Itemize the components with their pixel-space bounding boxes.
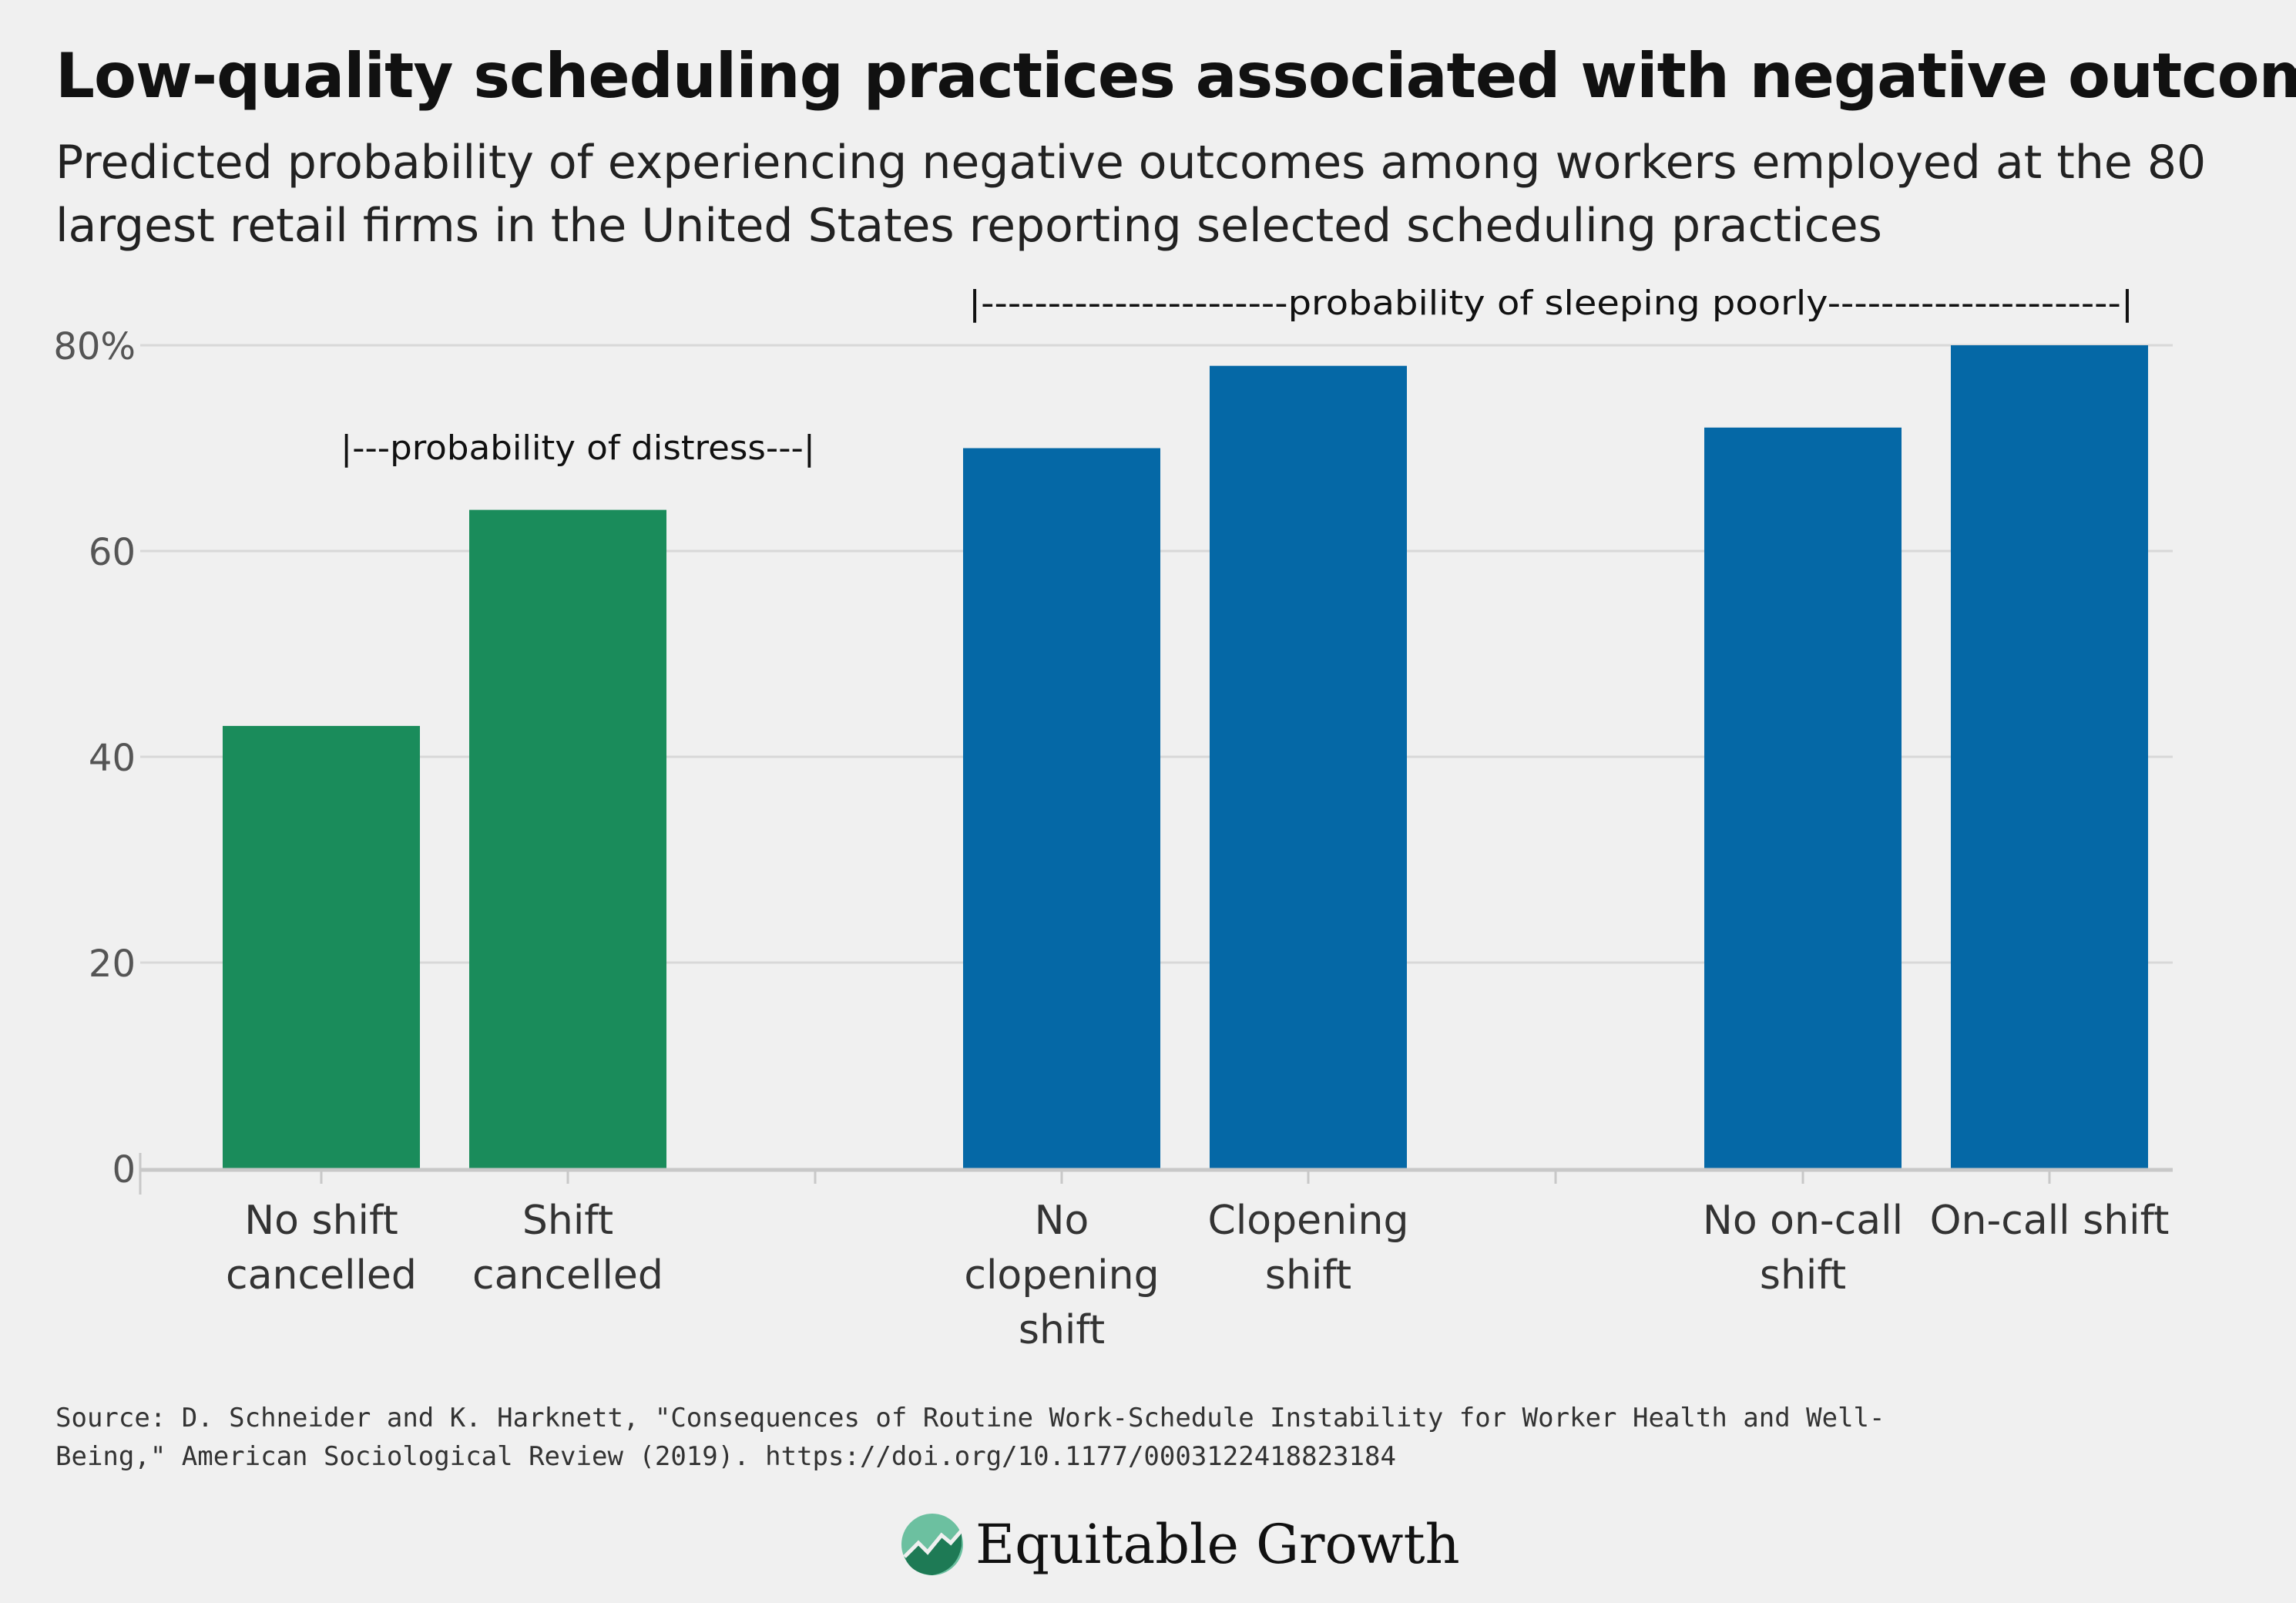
bar	[1210, 365, 1407, 1169]
bar	[963, 448, 1160, 1168]
x-tick-label: cancelled	[472, 1252, 663, 1299]
x-tick-label: No on-call	[1703, 1198, 1903, 1244]
bar	[1704, 427, 1902, 1168]
x-tick-label: Clopening	[1208, 1198, 1409, 1244]
bar-chart: 0 20 40 60 80% No shift cancelled Shift cancelle…	[53, 284, 2173, 1353]
y-tick-label: 20	[89, 943, 136, 986]
x-tick-label: No shift	[244, 1198, 398, 1244]
y-tick-label: 40	[89, 737, 136, 780]
x-tick-label: Shift	[522, 1198, 613, 1244]
bracket-annotation: |-----------------------probability of s…	[968, 284, 2133, 323]
x-tick-label: No	[1035, 1198, 1089, 1244]
bar	[223, 725, 420, 1168]
bar	[1951, 345, 2148, 1168]
brand-logo: Equitable Growth	[900, 1512, 1460, 1577]
y-tick-label: 80%	[53, 325, 136, 368]
x-tick-label: shift	[1019, 1307, 1105, 1353]
x-tick-label: shift	[1265, 1252, 1351, 1299]
equitable-growth-logo-icon	[901, 1514, 963, 1575]
source-note: Source: D. Schneider and K. Harknett, "C…	[55, 1403, 1885, 1472]
brand-name: Equitable Growth	[975, 1513, 1460, 1576]
y-tick-label: 60	[89, 531, 136, 574]
bar	[469, 509, 666, 1168]
chart-subtitle: Predicted probability of experiencing ne…	[55, 136, 2207, 253]
x-tick-label: clopening	[964, 1252, 1159, 1299]
chart-title: Low-quality scheduling practices associa…	[55, 40, 2296, 112]
x-tick-label: On-call shift	[1930, 1198, 2170, 1244]
x-tick-label: shift	[1760, 1252, 1846, 1299]
x-tick-label: cancelled	[226, 1252, 417, 1299]
bracket-annotation: |---probability of distress---|	[341, 428, 815, 468]
y-tick-label: 0	[112, 1148, 136, 1191]
